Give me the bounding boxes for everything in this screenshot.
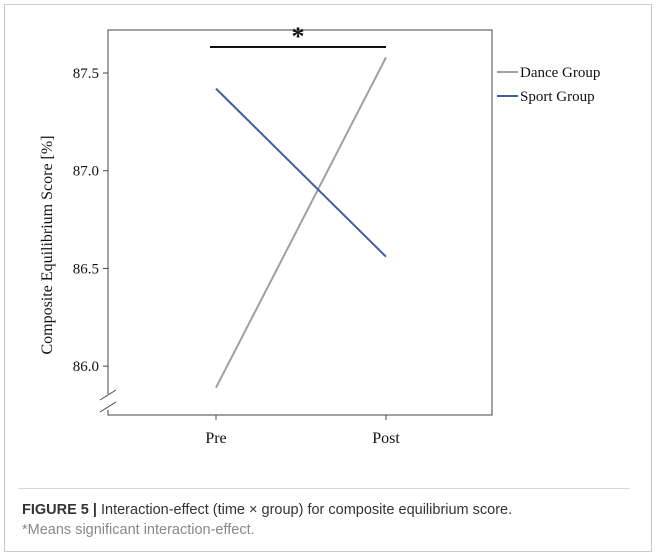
figure-frame bbox=[4, 4, 652, 552]
legend-label: Sport Group bbox=[520, 89, 595, 105]
x-tick-label: Post bbox=[372, 430, 400, 447]
caption-note: *Means significant interaction-effect. bbox=[22, 522, 255, 538]
axis-break-gap bbox=[106, 394, 110, 410]
axis-break-mark bbox=[99, 389, 117, 401]
caption-label: FIGURE 5 | bbox=[22, 502, 97, 518]
series-line-sport-group bbox=[215, 87, 387, 258]
y-tick-label: 87.5 bbox=[73, 66, 99, 82]
y-tick-label: 87.0 bbox=[73, 164, 99, 180]
y-axis-label: Composite Equilibrium Score [%] bbox=[39, 135, 56, 354]
significance-marker: * bbox=[292, 22, 305, 51]
plot-area bbox=[107, 29, 493, 416]
x-tick-label: Pre bbox=[205, 430, 226, 447]
chart: 86.0 86.5 87.0 87.5 Pre Post Dance Group Sport… bbox=[39, 22, 600, 447]
legend-label: Dance Group bbox=[520, 65, 600, 81]
y-tick-label: 86.0 bbox=[73, 359, 99, 375]
series-line-dance-group bbox=[215, 56, 387, 389]
caption-text: Interaction-effect (time × group) for co… bbox=[96, 502, 513, 518]
figure-caption: FIGURE 5 | Interaction-effect (time × gr… bbox=[18, 488, 637, 540]
y-tick-label: 86.5 bbox=[73, 261, 99, 277]
axis-break-mark bbox=[99, 401, 117, 413]
caption-divider bbox=[18, 488, 630, 489]
